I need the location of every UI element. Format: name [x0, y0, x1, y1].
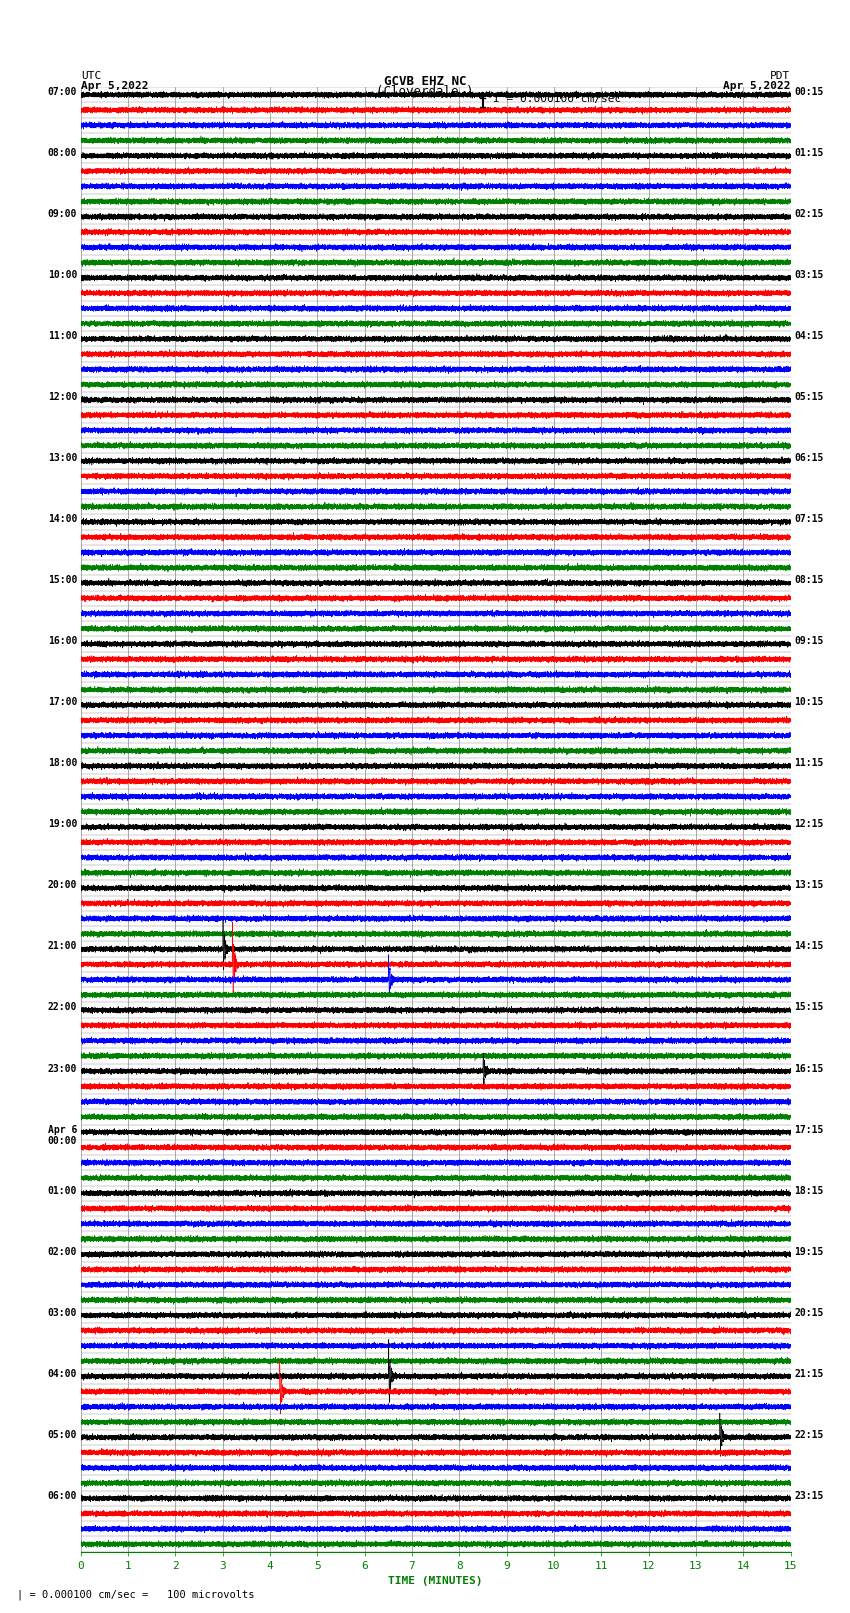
Text: 22:15: 22:15	[794, 1429, 824, 1440]
Text: 14:15: 14:15	[794, 942, 824, 952]
Text: 11:00: 11:00	[48, 331, 77, 342]
Text: 18:15: 18:15	[794, 1186, 824, 1195]
Text: 07:15: 07:15	[794, 515, 824, 524]
Text: 16:00: 16:00	[48, 636, 77, 647]
Text: 18:00: 18:00	[48, 758, 77, 768]
Text: PDT: PDT	[770, 71, 790, 81]
Text: 23:15: 23:15	[794, 1490, 824, 1500]
Text: 10:00: 10:00	[48, 269, 77, 281]
Text: Apr 5,2022: Apr 5,2022	[723, 82, 791, 92]
Text: 03:00: 03:00	[48, 1308, 77, 1318]
Text: 10:15: 10:15	[794, 697, 824, 708]
Text: | = 0.000100 cm/sec =   100 microvolts: | = 0.000100 cm/sec = 100 microvolts	[17, 1589, 254, 1600]
Text: 06:15: 06:15	[794, 453, 824, 463]
Text: 23:00: 23:00	[48, 1063, 77, 1074]
Text: Apr 5,2022: Apr 5,2022	[81, 82, 148, 92]
Text: I = 0.000100 cm/sec: I = 0.000100 cm/sec	[493, 94, 621, 105]
Text: 20:15: 20:15	[794, 1308, 824, 1318]
Text: 05:00: 05:00	[48, 1429, 77, 1440]
Text: 04:00: 04:00	[48, 1368, 77, 1379]
Text: 21:00: 21:00	[48, 942, 77, 952]
Text: 03:15: 03:15	[794, 269, 824, 281]
Text: GCVB EHZ NC: GCVB EHZ NC	[383, 76, 467, 89]
Text: 02:00: 02:00	[48, 1247, 77, 1257]
Text: 17:15: 17:15	[794, 1124, 824, 1134]
Text: 07:00: 07:00	[48, 87, 77, 97]
Text: Apr 6
00:00: Apr 6 00:00	[48, 1124, 77, 1147]
Text: 19:00: 19:00	[48, 819, 77, 829]
Text: 14:00: 14:00	[48, 515, 77, 524]
Text: 08:00: 08:00	[48, 148, 77, 158]
Text: 12:15: 12:15	[794, 819, 824, 829]
Text: 11:15: 11:15	[794, 758, 824, 768]
Text: 17:00: 17:00	[48, 697, 77, 708]
Text: 09:00: 09:00	[48, 210, 77, 219]
Text: 21:15: 21:15	[794, 1368, 824, 1379]
Text: 20:00: 20:00	[48, 881, 77, 890]
Text: 04:15: 04:15	[794, 331, 824, 342]
Text: 09:15: 09:15	[794, 636, 824, 647]
Text: UTC: UTC	[81, 71, 101, 81]
Text: 01:00: 01:00	[48, 1186, 77, 1195]
Text: 06:00: 06:00	[48, 1490, 77, 1500]
Text: 15:00: 15:00	[48, 576, 77, 586]
Text: 12:00: 12:00	[48, 392, 77, 402]
Text: 08:15: 08:15	[794, 576, 824, 586]
Text: 22:00: 22:00	[48, 1003, 77, 1013]
X-axis label: TIME (MINUTES): TIME (MINUTES)	[388, 1576, 483, 1586]
Text: 13:15: 13:15	[794, 881, 824, 890]
Text: 13:00: 13:00	[48, 453, 77, 463]
Text: 16:15: 16:15	[794, 1063, 824, 1074]
Text: (Cloverdale ): (Cloverdale )	[377, 84, 473, 98]
Text: 00:15: 00:15	[794, 87, 824, 97]
Text: 05:15: 05:15	[794, 392, 824, 402]
Text: 15:15: 15:15	[794, 1003, 824, 1013]
Text: 01:15: 01:15	[794, 148, 824, 158]
Text: 02:15: 02:15	[794, 210, 824, 219]
Text: 19:15: 19:15	[794, 1247, 824, 1257]
